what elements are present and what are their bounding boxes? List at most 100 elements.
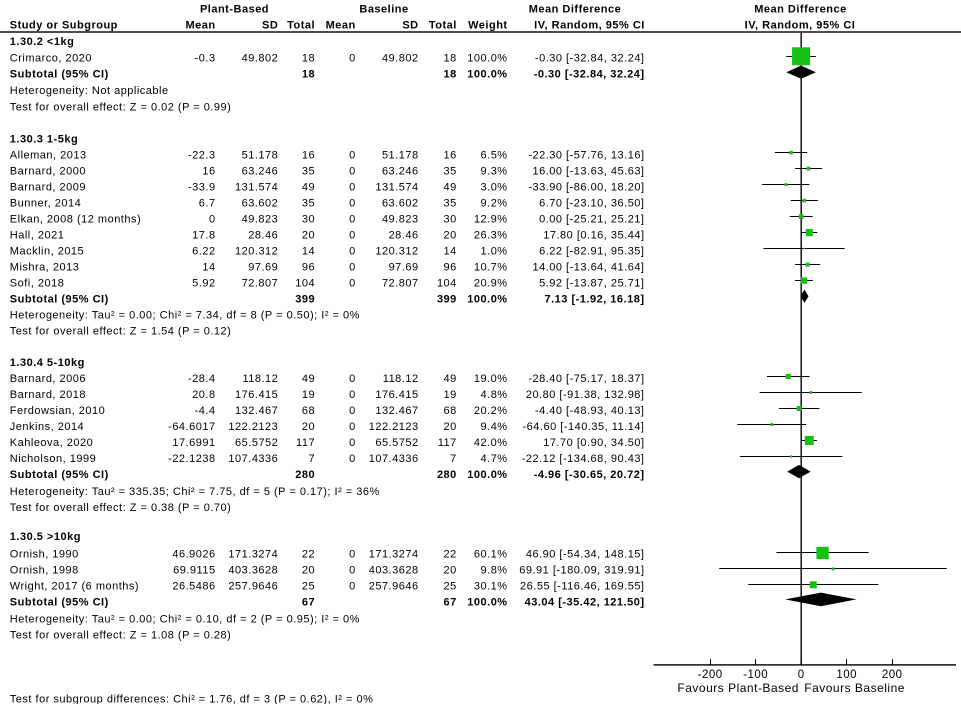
svg-text:Barnard, 2009: Barnard, 2009: [10, 182, 86, 194]
svg-text:-22.3: -22.3: [188, 150, 216, 162]
svg-text:Heterogeneity: Tau² = 0.00; Ch: Heterogeneity: Tau² = 0.00; Chi² = 7.34,…: [10, 310, 360, 322]
svg-text:104: 104: [295, 278, 315, 290]
svg-text:Test for overall effect: Z = 0: Test for overall effect: Z = 0.38 (P = 0…: [10, 502, 232, 514]
svg-text:Heterogeneity: Tau² = 335.35;: Heterogeneity: Tau² = 335.35; Chi² = 7.7…: [10, 486, 380, 498]
svg-text:5.92: 5.92: [192, 278, 215, 290]
svg-text:43.04 [-35.42, 121.50]: 43.04 [-35.42, 121.50]: [525, 597, 645, 609]
svg-text:100.0%: 100.0%: [467, 69, 507, 81]
svg-text:17.6991: 17.6991: [172, 437, 215, 449]
svg-text:0: 0: [349, 230, 356, 242]
svg-text:19: 19: [444, 389, 457, 401]
svg-text:Barnard, 2000: Barnard, 2000: [10, 166, 86, 178]
svg-text:1.30.4 5-10kg: 1.30.4 5-10kg: [10, 357, 85, 369]
svg-text:18: 18: [444, 53, 457, 65]
svg-text:6.22 [-82.91, 95.35]: 6.22 [-82.91, 95.35]: [539, 246, 644, 258]
svg-text:35: 35: [444, 166, 457, 178]
svg-text:Plant-Based: Plant-Based: [200, 4, 269, 16]
svg-text:1.30.3 1-5kg: 1.30.3 1-5kg: [10, 134, 78, 146]
svg-text:0: 0: [349, 549, 356, 561]
svg-text:49.823: 49.823: [242, 214, 279, 226]
svg-text:18: 18: [302, 53, 315, 65]
svg-text:Subtotal (95% CI): Subtotal (95% CI): [10, 294, 109, 306]
svg-text:0: 0: [349, 53, 356, 65]
svg-text:-64.60 [-140.35, 11.14]: -64.60 [-140.35, 11.14]: [523, 421, 645, 433]
svg-text:Alleman, 2013: Alleman, 2013: [10, 150, 87, 162]
svg-text:42.0%: 42.0%: [474, 437, 508, 449]
svg-text:0: 0: [349, 581, 356, 593]
svg-text:Wright, 2017 (6 months): Wright, 2017 (6 months): [10, 581, 139, 593]
svg-text:403.3628: 403.3628: [228, 565, 278, 577]
svg-text:SD: SD: [262, 20, 278, 32]
svg-text:49: 49: [444, 182, 457, 194]
svg-text:0: 0: [798, 669, 805, 681]
svg-text:Mean Difference: Mean Difference: [529, 4, 621, 16]
svg-text:28.46: 28.46: [389, 230, 419, 242]
svg-text:1.30.5 >10kg: 1.30.5 >10kg: [10, 531, 81, 543]
svg-text:63.602: 63.602: [382, 198, 419, 210]
svg-text:-0.30 [-32.84, 32.24]: -0.30 [-32.84, 32.24]: [535, 53, 645, 65]
svg-text:Test for overall effect: Z = 0: Test for overall effect: Z = 0.02 (P = 0…: [10, 102, 232, 114]
svg-text:Hall, 2021: Hall, 2021: [10, 230, 65, 242]
svg-text:Mean: Mean: [326, 20, 356, 32]
svg-text:68: 68: [444, 405, 457, 417]
svg-text:131.574: 131.574: [235, 182, 278, 194]
svg-text:Sofi, 2018: Sofi, 2018: [10, 278, 65, 290]
svg-text:14: 14: [302, 246, 315, 258]
svg-text:68: 68: [302, 405, 315, 417]
svg-text:Mean: Mean: [185, 20, 215, 32]
svg-text:100.0%: 100.0%: [467, 469, 507, 481]
svg-text:16: 16: [444, 150, 457, 162]
svg-text:-33.90 [-86.00, 18.20]: -33.90 [-86.00, 18.20]: [528, 182, 644, 194]
svg-text:20: 20: [444, 230, 457, 242]
svg-text:0: 0: [349, 405, 356, 417]
svg-text:280: 280: [295, 469, 315, 481]
svg-text:118.12: 118.12: [383, 373, 419, 385]
svg-text:51.178: 51.178: [242, 150, 279, 162]
svg-text:49.802: 49.802: [382, 53, 419, 65]
svg-text:1.30.2 <1kg: 1.30.2 <1kg: [10, 36, 75, 48]
svg-text:-0.30 [-32.84, 32.24]: -0.30 [-32.84, 32.24]: [534, 69, 645, 81]
svg-text:Test for overall effect: Z = 1: Test for overall effect: Z = 1.54 (P = 0…: [10, 326, 232, 338]
svg-text:19.0%: 19.0%: [474, 373, 508, 385]
svg-text:12.9%: 12.9%: [474, 214, 508, 226]
svg-text:-28.40 [-75.17, 18.37]: -28.40 [-75.17, 18.37]: [528, 373, 644, 385]
svg-text:0: 0: [349, 373, 356, 385]
svg-text:100.0%: 100.0%: [467, 53, 507, 65]
svg-text:3.0%: 3.0%: [481, 182, 508, 194]
svg-text:0: 0: [349, 437, 356, 449]
svg-text:280: 280: [437, 469, 457, 481]
svg-text:Test for subgroup differences:: Test for subgroup differences: Chi² = 1.…: [10, 693, 374, 704]
svg-text:25: 25: [302, 581, 315, 593]
svg-text:399: 399: [295, 294, 315, 306]
svg-text:Subtotal (95% CI): Subtotal (95% CI): [10, 469, 109, 481]
svg-text:30: 30: [302, 214, 315, 226]
svg-text:72.807: 72.807: [242, 278, 279, 290]
svg-text:Mishra, 2013: Mishra, 2013: [10, 262, 80, 274]
svg-text:30.1%: 30.1%: [474, 581, 508, 593]
svg-text:9.8%: 9.8%: [481, 565, 508, 577]
svg-text:100.0%: 100.0%: [467, 294, 507, 306]
svg-text:18: 18: [444, 69, 457, 81]
svg-text:63.246: 63.246: [242, 166, 279, 178]
svg-text:0: 0: [349, 565, 356, 577]
svg-text:17.80 [0.16, 35.44]: 17.80 [0.16, 35.44]: [543, 230, 644, 242]
svg-text:132.467: 132.467: [235, 405, 278, 417]
svg-text:17.70 [0.90, 34.50]: 17.70 [0.90, 34.50]: [543, 437, 644, 449]
svg-text:SD: SD: [402, 20, 418, 32]
svg-text:100: 100: [836, 669, 857, 681]
svg-text:0: 0: [349, 389, 356, 401]
svg-text:9.4%: 9.4%: [481, 421, 508, 433]
svg-text:30: 30: [444, 214, 457, 226]
svg-text:107.4336: 107.4336: [369, 453, 419, 465]
svg-text:0: 0: [349, 421, 356, 433]
svg-text:7: 7: [308, 453, 315, 465]
svg-text:107.4336: 107.4336: [228, 453, 278, 465]
svg-text:20.2%: 20.2%: [474, 405, 508, 417]
svg-text:69.9115: 69.9115: [173, 565, 215, 577]
svg-text:132.467: 132.467: [375, 405, 418, 417]
svg-text:10.7%: 10.7%: [474, 262, 508, 274]
svg-text:Subtotal (95% CI): Subtotal (95% CI): [10, 69, 109, 81]
svg-text:Total: Total: [429, 20, 457, 32]
svg-text:117: 117: [296, 437, 315, 449]
svg-text:122.2123: 122.2123: [228, 421, 278, 433]
